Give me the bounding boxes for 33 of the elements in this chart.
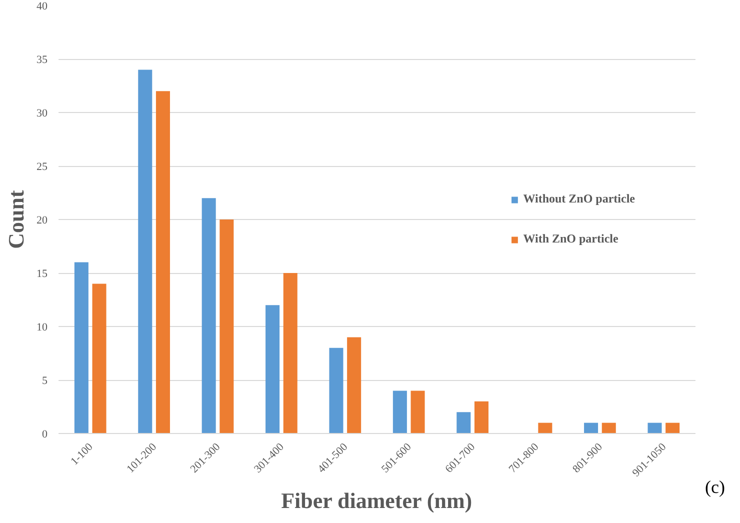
bar (648, 422, 662, 434)
bar (347, 337, 362, 434)
bar (283, 273, 298, 434)
bar (602, 422, 616, 434)
bar (666, 422, 680, 434)
bar (456, 412, 471, 434)
y-tick-label: 35 (36, 54, 48, 66)
bar (410, 390, 425, 434)
bar (156, 91, 170, 434)
bar (329, 348, 344, 434)
y-tick-label: 20 (36, 214, 48, 226)
y-tick-label: 40 (36, 0, 48, 12)
y-axis-title: Count (4, 189, 28, 249)
y-tick-label: 15 (36, 268, 48, 280)
text: (c) (705, 476, 725, 499)
bar (584, 422, 598, 434)
bar (538, 422, 552, 434)
bar (392, 390, 407, 434)
y-tick-label: 5 (42, 375, 48, 387)
y-tick-label: 30 (36, 108, 48, 120)
bar (74, 262, 88, 434)
bar (266, 305, 280, 434)
bar (474, 401, 488, 434)
y-tick-label: 0 (42, 428, 48, 440)
bar (138, 70, 152, 434)
legend-label: Without ZnO particle (523, 192, 635, 206)
y-tick-label: 10 (36, 322, 48, 334)
x-axis-title: Fiber diameter (nm) (281, 488, 472, 513)
legend-label: With ZnO particle (523, 232, 618, 246)
bar (92, 284, 106, 434)
bar (220, 220, 234, 434)
y-tick-label: 25 (36, 161, 48, 173)
bar (202, 198, 216, 434)
